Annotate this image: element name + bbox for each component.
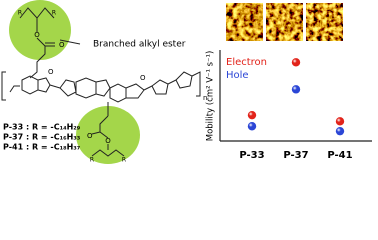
ester-label: Branched alkyl ester (93, 40, 186, 50)
afm-image (306, 3, 343, 41)
legend-label: Electron (226, 57, 267, 68)
atom-label: O (59, 41, 65, 49)
atom-label: O (48, 68, 54, 76)
side-chain (19, 7, 81, 79)
atom-label: O (105, 137, 111, 145)
x-tick-label: P-41 (327, 150, 352, 161)
page: {"structure": {"ester_label": "Branched … (1, 0, 372, 164)
atom-label: O (87, 132, 93, 140)
r-label: R (52, 10, 56, 17)
data-point (335, 126, 345, 136)
polymer-label: P-41 : R = -C₁₈H₃₇ (3, 143, 81, 152)
y-axis-label: Mobility (cm² V⁻¹ s⁻¹) (206, 51, 216, 142)
figure: O O R R Branched alkyl ester O O n O O R… (1, 0, 372, 164)
repeat-label: n (203, 94, 207, 102)
atom-label: O (140, 74, 146, 82)
data-point (291, 58, 301, 67)
polymer-label: P-33 : R = -C₁₄H₂₉ (3, 123, 81, 132)
polymer-label: P-37 : R = -C₁₆H₃₃ (3, 133, 81, 142)
atom-label: O (34, 31, 40, 39)
legend-label: Hole (226, 70, 249, 81)
afm-image (266, 3, 303, 41)
data-point (247, 122, 257, 131)
data-point (291, 85, 301, 94)
ester-highlight (76, 106, 140, 164)
afm-image (226, 3, 263, 41)
r-label: R (18, 10, 22, 17)
ester-highlight (9, 0, 71, 60)
r-label: R (90, 157, 94, 164)
r-label: R (122, 157, 126, 164)
backbone (1, 71, 201, 116)
data-point (335, 117, 345, 126)
x-tick-label: P-37 (283, 150, 308, 161)
data-point (247, 110, 257, 120)
x-tick-label: P-33 (239, 150, 264, 161)
side-chain (91, 115, 125, 157)
